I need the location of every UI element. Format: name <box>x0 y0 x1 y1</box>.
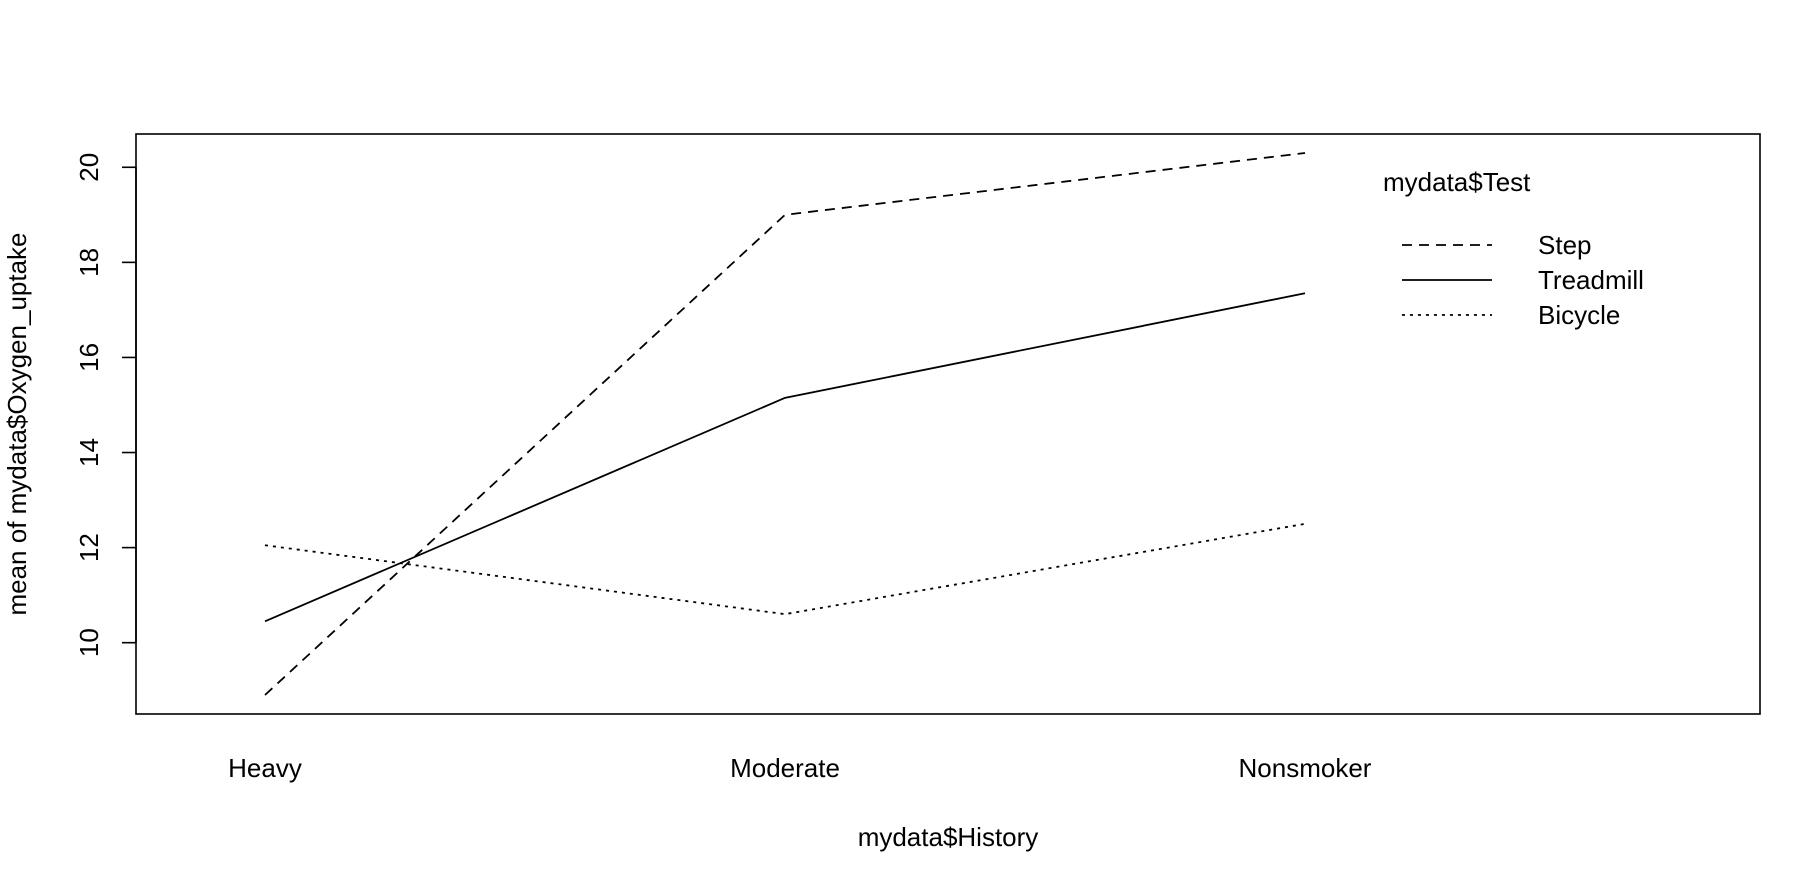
series-layer <box>264 152 1306 696</box>
legend: mydata$Test Step Treadmill Bicycle <box>1383 167 1644 330</box>
y-tick-label: 16 <box>74 343 104 372</box>
y-tick-label: 20 <box>74 153 104 182</box>
y-axis: 10 12 14 16 18 20 <box>74 153 137 657</box>
legend-title: mydata$Test <box>1383 167 1531 197</box>
y-tick-label: 18 <box>74 248 104 277</box>
x-tick-label: Moderate <box>730 753 840 783</box>
y-axis-title: mean of mydata$Oxygen_uptake <box>2 232 32 615</box>
x-tick-label: Nonsmoker <box>1239 753 1372 783</box>
legend-label-treadmill: Treadmill <box>1538 265 1644 295</box>
x-axis: Heavy Moderate Nonsmoker <box>228 753 1372 783</box>
y-tick-label: 14 <box>74 438 104 467</box>
plot-frame <box>135 133 1761 715</box>
legend-label-bicycle: Bicycle <box>1538 300 1620 330</box>
y-tick-label: 12 <box>74 533 104 562</box>
y-tick-label: 10 <box>74 628 104 657</box>
series-line-step <box>264 152 1306 696</box>
x-tick-label: Heavy <box>228 753 302 783</box>
series-line-bicycle <box>264 522 1306 616</box>
legend-label-step: Step <box>1538 230 1592 260</box>
legend-items: Step Treadmill Bicycle <box>1402 230 1644 330</box>
series-line-treadmill <box>264 292 1306 623</box>
x-axis-title: mydata$History <box>858 822 1039 852</box>
